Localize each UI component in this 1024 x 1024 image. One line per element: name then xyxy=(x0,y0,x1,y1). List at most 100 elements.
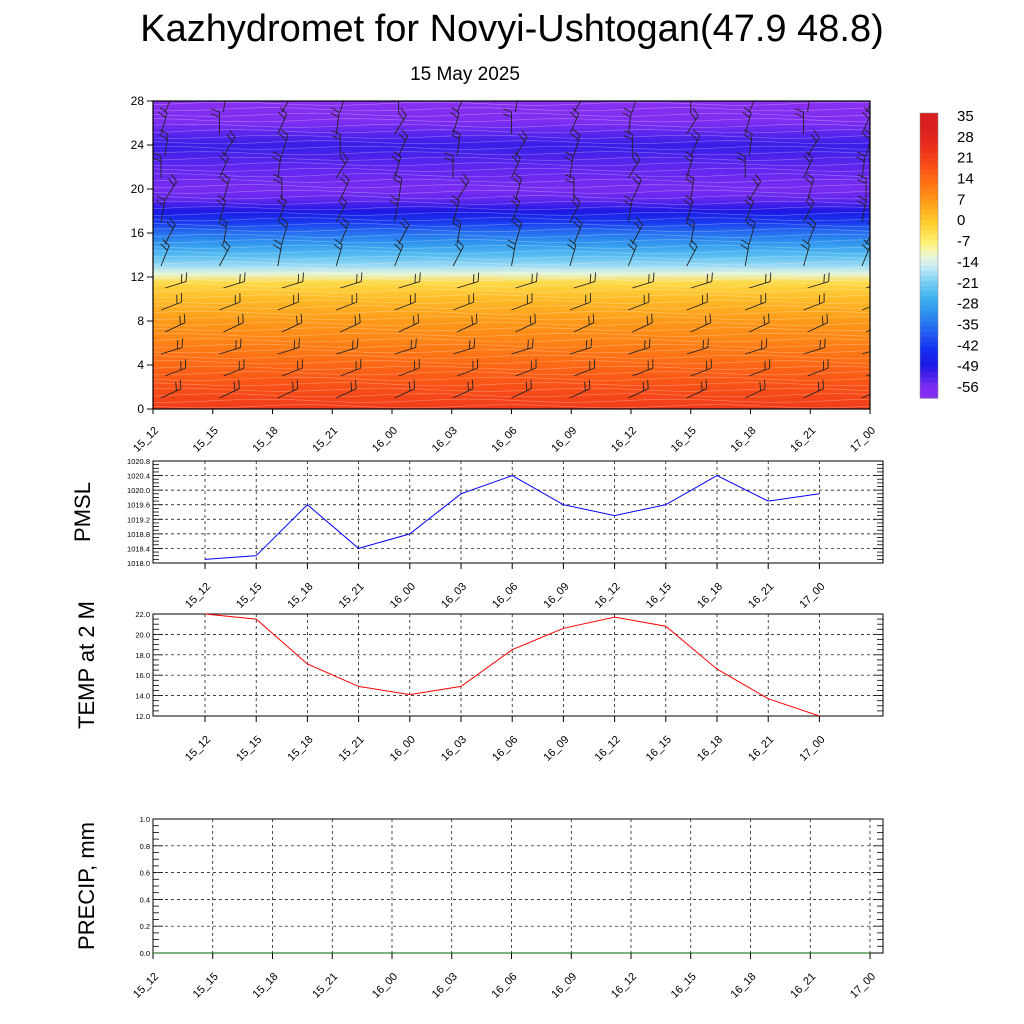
wind-barb xyxy=(573,217,583,245)
colorbar-segment xyxy=(920,224,938,231)
x-tick-label: 16_00 xyxy=(388,581,418,611)
colorbar-segment xyxy=(920,311,938,318)
wind-barb xyxy=(748,173,762,201)
y-tick-label: 0.8 xyxy=(140,842,150,851)
y-tick-label: 0.4 xyxy=(140,895,150,904)
colorbar-label: 7 xyxy=(957,191,965,208)
colorbar-segment xyxy=(920,321,938,328)
x-tick-label: 15_12 xyxy=(183,734,213,764)
colorbar-segment xyxy=(920,306,938,313)
wind-barb xyxy=(803,151,813,179)
wind-barb xyxy=(277,338,300,355)
wind-barb xyxy=(330,107,340,135)
y-tick-label: 18.0 xyxy=(135,651,150,660)
wind-barb xyxy=(567,239,577,267)
wind-barb xyxy=(456,313,478,333)
wind-barb xyxy=(628,338,651,355)
y-tick-label: 1.0 xyxy=(140,815,150,824)
wind-barb xyxy=(515,313,536,333)
wind-barb xyxy=(456,272,480,289)
colorbar-label: 21 xyxy=(957,150,974,167)
wind-barb xyxy=(219,379,240,399)
colorbar-segment xyxy=(920,336,938,343)
heatmap-panel: 0 4 8 12 16 20 24 28 15_12 15_15 15_18 15_21 16_00 16… xyxy=(131,94,878,455)
colorbar-segment xyxy=(920,189,938,196)
wind-barb xyxy=(389,195,399,223)
wind-barb xyxy=(394,293,416,311)
wind-barb xyxy=(398,101,400,112)
wind-barb xyxy=(807,313,828,333)
wind-barb xyxy=(740,239,750,267)
x-tick-label: 16_15 xyxy=(669,425,699,455)
colorbar-segment xyxy=(920,138,938,145)
y-tick-label: 0.2 xyxy=(140,922,150,931)
colorbar-segment xyxy=(920,199,938,206)
x-tick-label: 17_00 xyxy=(848,971,878,1001)
wind-barb xyxy=(749,359,771,377)
x-tick-label: 16_00 xyxy=(388,734,418,764)
colorbar-segment xyxy=(920,260,938,267)
page-subtitle: 15 May 2025 xyxy=(410,64,520,85)
colorbar-label: 14 xyxy=(957,171,974,188)
colorbar-segment xyxy=(920,301,938,307)
wind-barb xyxy=(686,293,708,311)
wind-barb xyxy=(745,338,768,355)
series-line xyxy=(204,475,820,560)
wind-barb xyxy=(628,293,650,311)
colorbar-segment xyxy=(920,275,938,282)
wind-barb xyxy=(856,151,866,179)
wind-barb xyxy=(511,379,532,399)
y-tick-label: 16 xyxy=(131,226,145,240)
colorbar-segment xyxy=(920,387,938,394)
x-tick-label: 16_00 xyxy=(370,971,400,1001)
colorbar-segment xyxy=(920,291,938,297)
wind-barb xyxy=(861,351,870,355)
y-tick-label: 0.6 xyxy=(140,869,150,878)
wind-barb xyxy=(281,101,290,113)
wind-barb xyxy=(394,379,416,399)
x-tick-label: 16_21 xyxy=(788,425,818,455)
x-tick-label: 15_15 xyxy=(234,734,264,764)
wind-barb xyxy=(219,239,231,267)
colorbar-segment xyxy=(920,209,938,216)
y-tick-label: 1018.0 xyxy=(127,559,150,568)
wind-barb xyxy=(744,379,766,399)
wind-barb xyxy=(219,151,229,179)
wind-barb xyxy=(865,221,870,245)
colorbar-segment xyxy=(920,377,938,384)
colorbar-label: 0 xyxy=(957,212,965,229)
colorbar-segment xyxy=(920,316,938,323)
wind-barb xyxy=(746,217,756,245)
x-tick-label: 15_12 xyxy=(131,425,161,455)
wind-barb xyxy=(512,217,522,245)
colorbar-segment xyxy=(920,158,938,165)
wind-barb xyxy=(340,313,361,333)
wind-barb xyxy=(795,108,805,134)
wind-barb xyxy=(398,272,421,289)
wind-barb xyxy=(573,359,595,377)
wind-barb xyxy=(394,338,417,355)
panel-frame xyxy=(152,613,884,717)
page-title: Kazhydromet for Novyi-Ushtogan(47.9 48.8… xyxy=(140,8,884,50)
wind-barb xyxy=(160,338,184,355)
wind-barb xyxy=(690,313,712,333)
x-tick-label: 15_21 xyxy=(337,734,367,764)
wind-barb xyxy=(452,239,464,267)
wind-barb xyxy=(506,239,516,267)
wind-barb xyxy=(686,239,698,267)
wind-barb xyxy=(807,359,829,377)
y-tick-label: 24 xyxy=(131,138,145,152)
colorbar: 35 28 21 14 7 0 -7 -14 -21 -28 -35 -42 -49 -56 xyxy=(919,108,979,399)
colorbar-segment xyxy=(920,148,938,155)
x-tick-label: 16_12 xyxy=(593,581,623,611)
colorbar-segment xyxy=(920,153,938,160)
wind-barb xyxy=(569,338,592,355)
wind-barb xyxy=(628,379,649,399)
wind-barb xyxy=(451,129,461,157)
wind-barb xyxy=(856,195,867,223)
x-tick-label: 16_21 xyxy=(788,971,818,1001)
wind-barb xyxy=(456,173,470,201)
x-tick-label: 16_18 xyxy=(695,734,725,764)
colorbar-label: 28 xyxy=(957,129,974,146)
colorbar-segment xyxy=(920,204,938,211)
